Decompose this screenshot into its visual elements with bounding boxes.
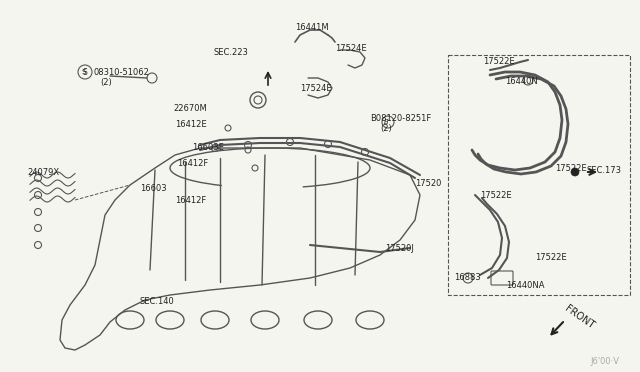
Text: SEC.173: SEC.173 xyxy=(587,166,622,174)
Text: 16412E: 16412E xyxy=(175,119,207,128)
Text: 17522E: 17522E xyxy=(483,57,515,65)
Text: 17524E: 17524E xyxy=(300,83,332,93)
Text: B08120-8251F: B08120-8251F xyxy=(370,113,431,122)
Text: 17522E: 17522E xyxy=(480,190,511,199)
Text: 16883: 16883 xyxy=(454,273,481,282)
Text: 16603E: 16603E xyxy=(192,142,224,151)
Text: 17520J: 17520J xyxy=(385,244,414,253)
Text: FRONT: FRONT xyxy=(563,303,596,331)
Text: (2): (2) xyxy=(380,124,392,132)
Text: SEC.140: SEC.140 xyxy=(140,298,175,307)
Text: 16440NA: 16440NA xyxy=(506,280,545,289)
Text: 08310-51062: 08310-51062 xyxy=(93,67,149,77)
Text: 16412F: 16412F xyxy=(177,158,208,167)
Text: J6'00·V: J6'00·V xyxy=(590,357,619,366)
Text: 17522E: 17522E xyxy=(555,164,587,173)
Text: SEC.223: SEC.223 xyxy=(213,48,248,57)
Text: 24079X: 24079X xyxy=(27,167,59,176)
Text: 16441M: 16441M xyxy=(295,22,328,32)
Text: S: S xyxy=(82,69,86,75)
Circle shape xyxy=(571,168,579,176)
Text: S: S xyxy=(83,67,88,77)
Text: 17524E: 17524E xyxy=(335,44,367,52)
Text: (2): (2) xyxy=(100,77,112,87)
Text: 16603: 16603 xyxy=(140,183,166,192)
Text: B: B xyxy=(383,119,388,125)
Text: 17522E: 17522E xyxy=(535,253,566,263)
Text: 16412F: 16412F xyxy=(175,196,206,205)
Text: 22670M: 22670M xyxy=(173,103,207,112)
Text: 17520: 17520 xyxy=(415,179,442,187)
Text: 16440N: 16440N xyxy=(505,77,538,86)
